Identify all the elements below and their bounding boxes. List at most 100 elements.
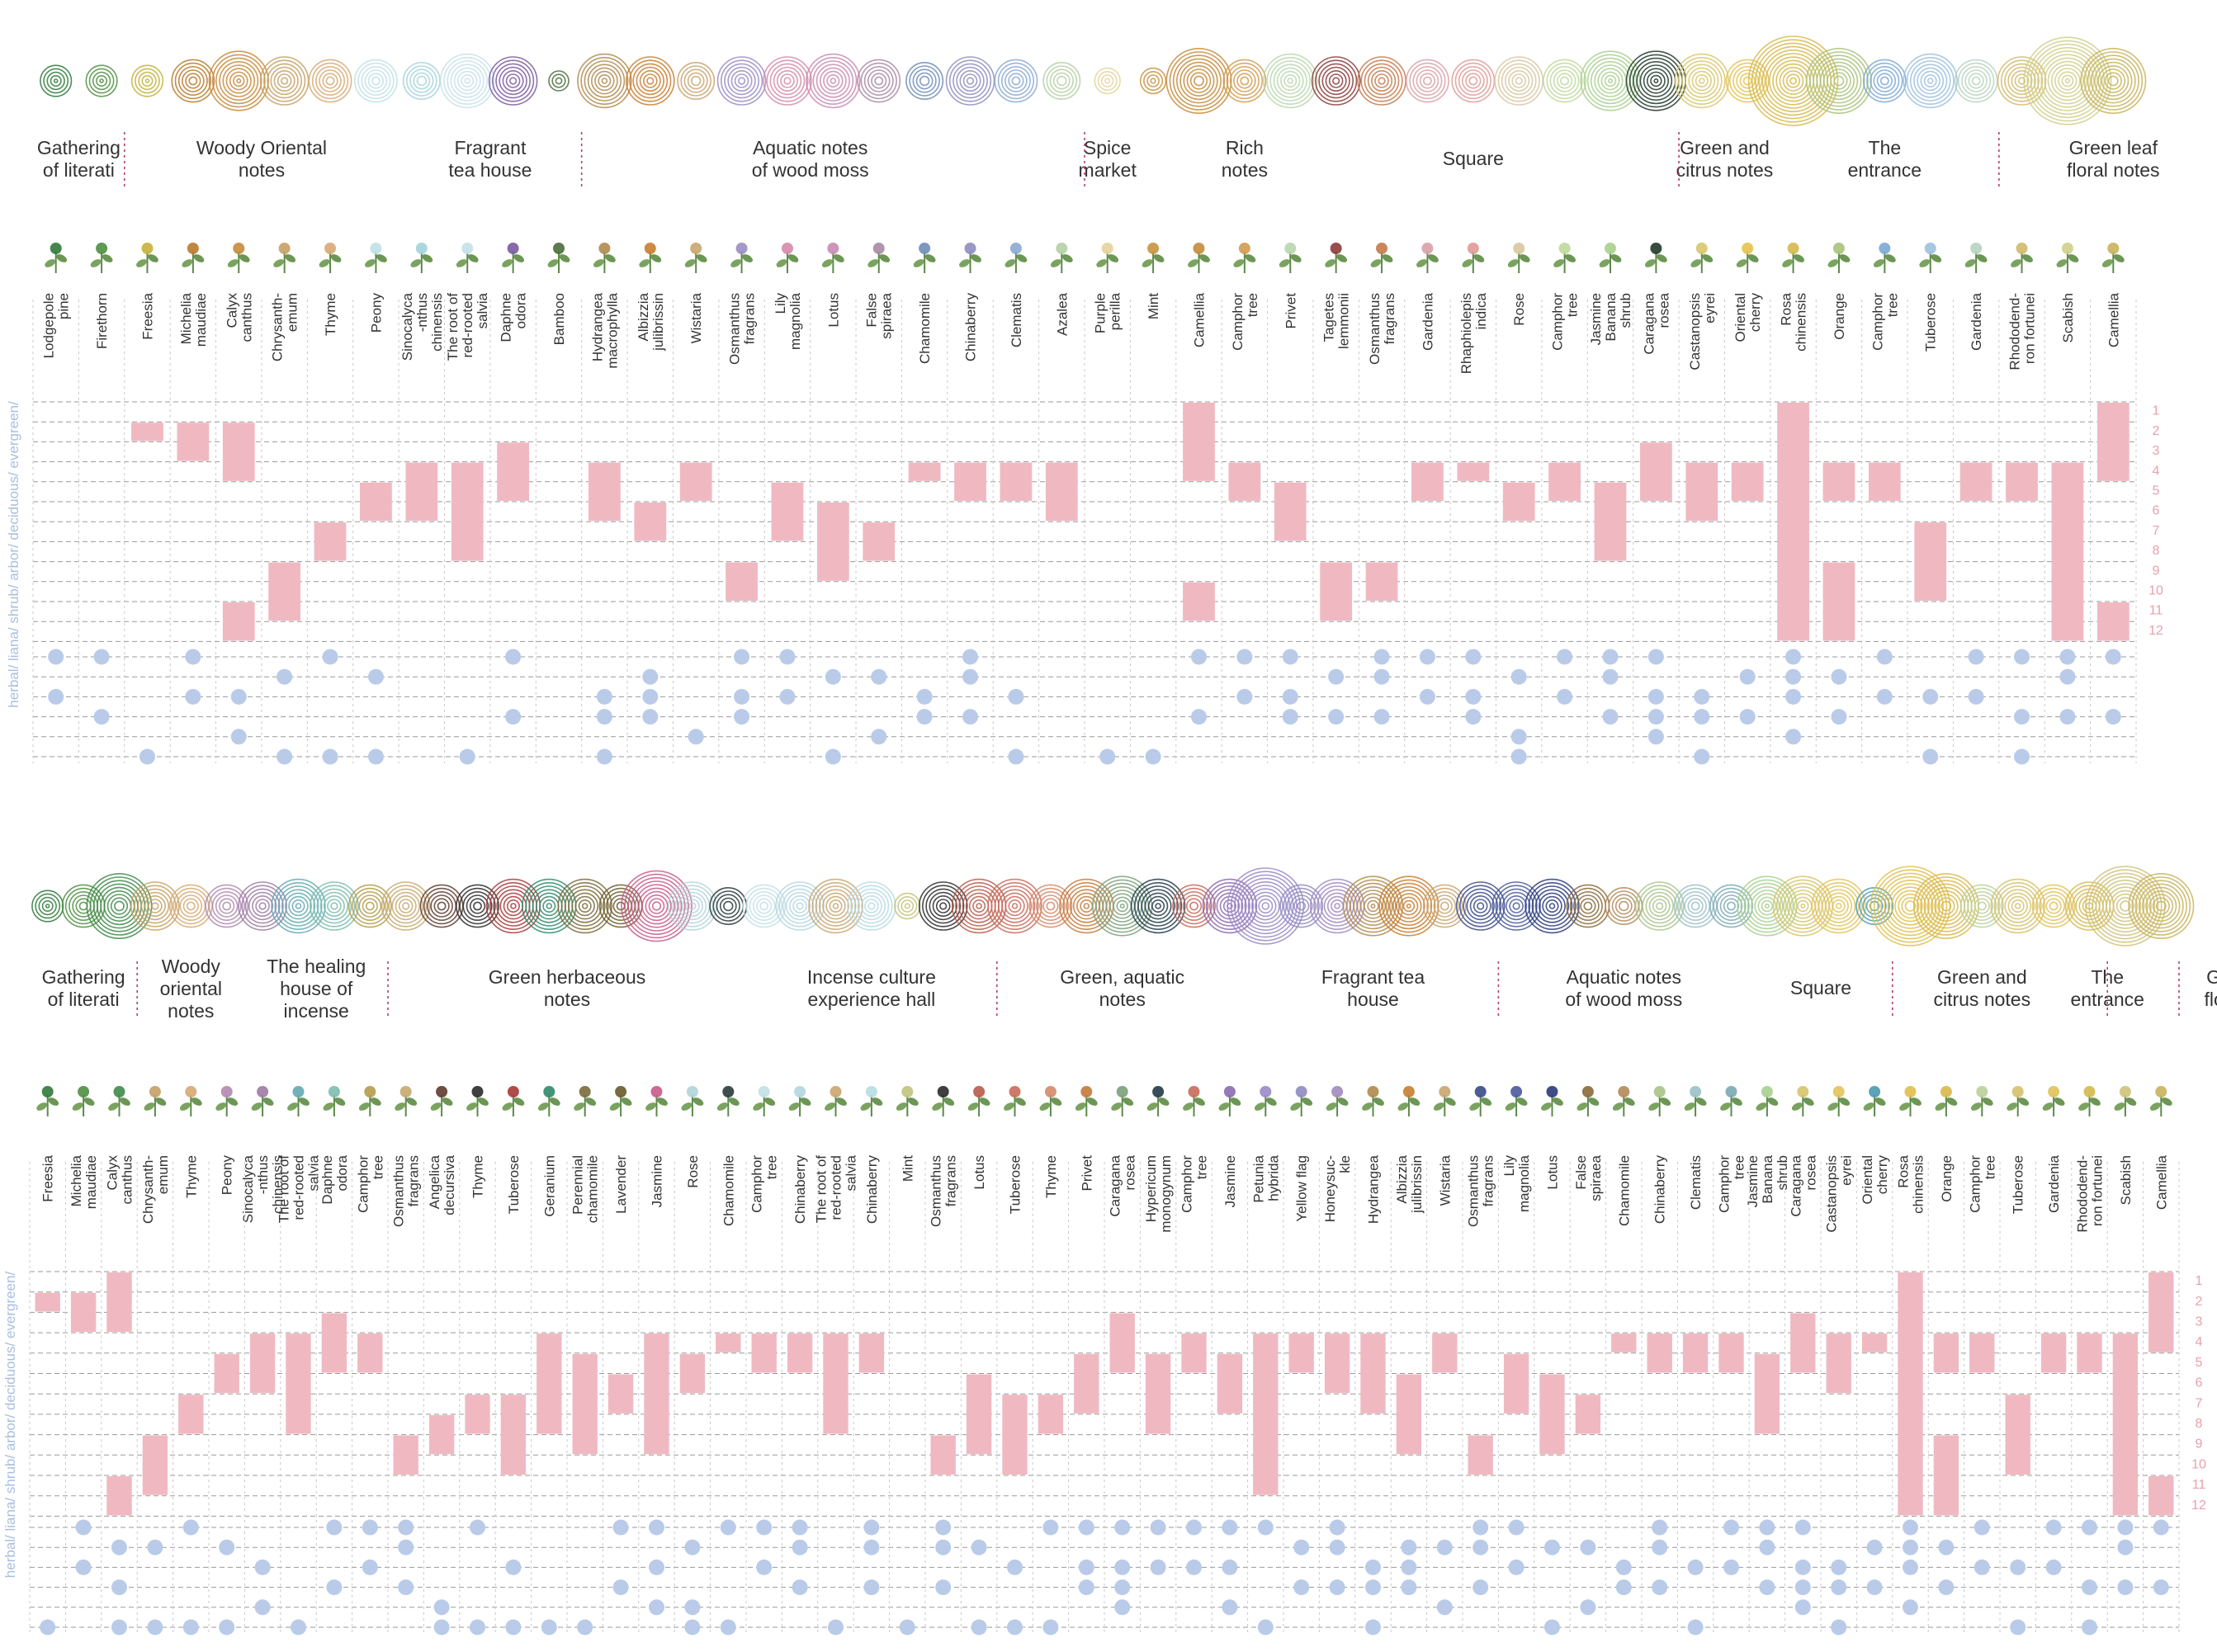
ring-circle [2017, 77, 2026, 85]
plant-type-dot [367, 748, 384, 765]
ring-circle [1419, 73, 1436, 89]
bloom-bar [1861, 1333, 1888, 1352]
ring-circle [685, 899, 700, 913]
ring-circle [505, 73, 521, 88]
plant-leaf [1899, 1102, 1910, 1111]
ring-circle [1057, 75, 1067, 87]
plant-leaf [621, 1097, 632, 1106]
plant-leaf [609, 1102, 621, 1111]
ring-circle [719, 897, 737, 915]
ring-circle [2112, 893, 2139, 919]
plant-illustration-icon [1416, 243, 1439, 273]
plant-leaf [456, 259, 467, 267]
ring-circle [2128, 873, 2195, 940]
plant-name: Micheliamaudiae [178, 292, 209, 347]
month-label: 9 [2153, 564, 2160, 578]
plant-name-line: Gardenia [1420, 292, 1435, 350]
plant-flower [1223, 1086, 1236, 1097]
bloom-bar [787, 1333, 813, 1373]
plant-name-line: salvia [844, 1154, 859, 1191]
ring-circle [1716, 891, 1747, 922]
ring-circle [1830, 72, 1848, 90]
plant-name-line: Osmanthus [391, 1155, 407, 1227]
plant-type-dot [433, 1599, 450, 1616]
ring-circle [1194, 75, 1204, 87]
plant-illustration-icon [1370, 243, 1393, 273]
plant-flower [1940, 1086, 1952, 1097]
ring-circle [1233, 69, 1256, 92]
plant-illustration-icon [502, 1086, 525, 1116]
ring-circle [1046, 901, 1056, 911]
ring-circle [792, 899, 807, 913]
plant-type-dot [1373, 668, 1390, 685]
section-label-line: Rich [1226, 137, 1264, 158]
fragrance-ring [2085, 866, 2166, 946]
ring-circle [1049, 68, 1074, 93]
plant-illustration-icon [1873, 243, 1896, 273]
ring-circle [1276, 67, 1304, 95]
ring-circle [1572, 891, 1603, 922]
ring-circle [929, 891, 957, 921]
plant-leaf [1576, 1102, 1588, 1111]
ring-circle [1318, 63, 1354, 99]
ring-circle [727, 66, 756, 96]
plant-flower [1742, 243, 1754, 254]
plant-leaf [764, 1097, 776, 1106]
plant-type-dot [825, 748, 841, 765]
plant-name: Rose [685, 1155, 701, 1188]
plant-illustration-icon [182, 243, 205, 273]
plant-flower [96, 243, 108, 254]
plant-type-dot [2045, 1519, 2062, 1536]
ring-circle [1297, 901, 1307, 911]
ring-circle [1459, 885, 1502, 927]
plant-leaf [787, 254, 799, 262]
plant-leaf [2101, 259, 2113, 267]
ring-circle [2095, 876, 2156, 937]
ring-circle [1690, 901, 1700, 911]
ring-circle [651, 901, 662, 911]
ring-circle [598, 74, 612, 88]
ring-circle [1870, 66, 1900, 97]
plant-flower [1546, 1086, 1558, 1097]
plant-type-dot [649, 1519, 664, 1536]
plant-flower [1650, 243, 1662, 254]
plant-leaf [1416, 259, 1427, 267]
ring-circle [281, 889, 316, 923]
plant-leaf [2090, 1097, 2101, 1106]
plant-leaf [860, 1102, 872, 1111]
ring-circle [1736, 69, 1759, 92]
plant-leaf [549, 1097, 560, 1106]
plant-name-line: Chamomile [721, 1155, 736, 1226]
plant-type-dot [1465, 688, 1482, 705]
ring-circle [1396, 893, 1422, 919]
plant-name-line: fragrans [742, 293, 758, 344]
bloom-bar [142, 1435, 168, 1495]
ring-circle [1399, 896, 1419, 916]
ring-circle [745, 887, 782, 925]
plant-leaf [1015, 1097, 1026, 1106]
fragrance-ring [310, 881, 359, 931]
plant-leaf [90, 259, 102, 267]
ring-circle [2058, 71, 2078, 91]
ring-circle [830, 78, 837, 84]
plant-name-line: Privet [1283, 293, 1298, 329]
ring-circle [756, 898, 773, 914]
ring-circle [850, 885, 893, 927]
ring-circle [144, 78, 150, 83]
plant-leaf [650, 254, 662, 262]
plant-leaf [83, 1097, 95, 1106]
plant-leaf [1096, 259, 1108, 267]
ring-circle [1747, 35, 1839, 126]
bloom-bar [1754, 1353, 1780, 1434]
ring-circle [1906, 57, 1955, 106]
plant-flower [722, 1086, 735, 1097]
ring-circle [398, 899, 414, 913]
ring-circle [2011, 899, 2025, 913]
plant-illustration-icon [1397, 1086, 1420, 1116]
ring-circle [1580, 898, 1596, 914]
ring-circle [1934, 894, 1959, 918]
ring-circle [1283, 74, 1298, 88]
ring-circle [1113, 896, 1132, 916]
plant-name: Chamomile [917, 293, 933, 364]
